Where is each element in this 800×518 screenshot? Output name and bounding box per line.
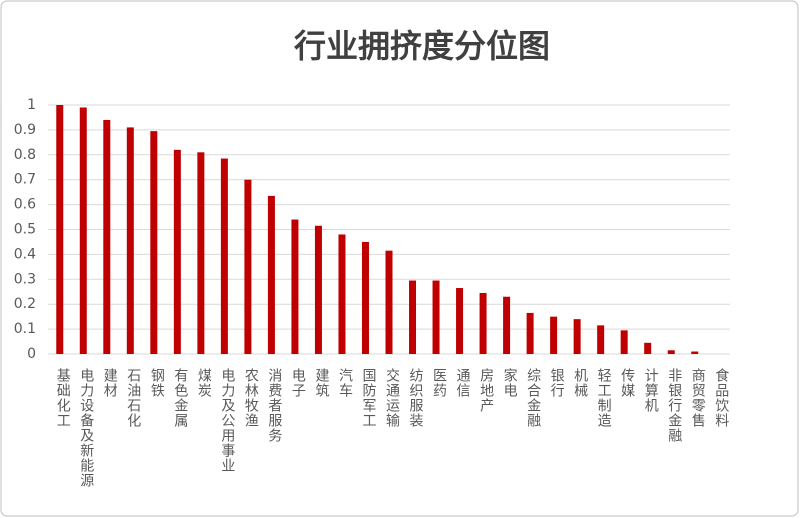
x-tick-label: 建材 [102, 368, 118, 398]
y-tick-label: 0.6 [14, 197, 36, 213]
bar [526, 312, 534, 354]
bar [338, 234, 346, 354]
bar [503, 296, 511, 354]
bar [314, 225, 322, 354]
x-tick-label: 煤炭 [196, 368, 212, 398]
x-tick-label: 有色金属 [172, 368, 188, 428]
x-tick-label: 食品饮料 [713, 367, 729, 428]
x-tick-label: 国防军工 [360, 368, 376, 428]
x-tick-label: 消费者服务 [266, 368, 282, 443]
y-tick-label: 0.9 [14, 122, 36, 138]
bar [79, 107, 87, 355]
x-tick-label: 汽车 [337, 368, 353, 398]
x-tick-label: 电力及公用事业 [219, 368, 235, 473]
bar [667, 350, 675, 354]
x-tick-label: 基础化工 [55, 367, 71, 428]
y-tick-label: 0.4 [14, 246, 36, 262]
y-tick-label: 0.1 [14, 321, 36, 337]
chart-title: 行业拥挤度分位图 [294, 27, 550, 65]
bar [479, 292, 487, 354]
x-tick-label: 医药 [431, 368, 447, 398]
bar [197, 152, 205, 354]
bar [432, 280, 440, 354]
bar [103, 119, 111, 354]
x-tick-label: 建筑 [313, 368, 329, 398]
x-tick-label: 通信 [455, 368, 471, 398]
bar [573, 319, 581, 354]
x-tick-label: 计算机 [643, 368, 659, 413]
x-tick-label: 轻工制造 [596, 368, 612, 428]
bar [550, 316, 558, 354]
bar [267, 195, 275, 354]
x-tick-label: 交通运输 [384, 367, 400, 428]
y-tick-label: 0.3 [14, 271, 36, 287]
x-tick-label: 电子 [290, 368, 306, 398]
bar [220, 158, 228, 354]
x-tick-label: 房地产 [478, 368, 494, 413]
y-tick-label: 0.5 [14, 222, 36, 238]
x-tick-label: 非银行金融 [666, 368, 682, 443]
bar [691, 351, 699, 354]
y-tick-label: 0 [27, 346, 36, 362]
bar [644, 342, 652, 354]
bar [361, 241, 369, 354]
bar [173, 149, 181, 354]
bar [126, 127, 134, 354]
x-tick-label: 钢铁 [149, 368, 165, 398]
bar [385, 250, 393, 354]
bar [409, 280, 417, 354]
y-tick-label: 1 [27, 97, 36, 113]
bar [56, 105, 64, 354]
bar [620, 330, 628, 354]
bar [291, 219, 299, 354]
bar [456, 288, 464, 354]
x-tick-label: 机械 [572, 368, 588, 398]
x-tick-label: 商贸零售 [690, 368, 706, 428]
bar [244, 179, 252, 354]
y-tick-label: 0.2 [14, 296, 36, 312]
x-tick-label: 传媒 [619, 368, 635, 398]
x-tick-label: 石油石化 [125, 368, 141, 428]
bar [150, 131, 158, 354]
y-tick-label: 0.7 [14, 172, 36, 188]
x-tick-label: 纺织服装 [408, 368, 424, 428]
bar [597, 325, 605, 354]
x-tick-label: 农林牧渔 [243, 368, 259, 428]
x-tick-label: 电力设备及新能源 [78, 368, 94, 488]
y-tick-label: 0.8 [14, 147, 36, 163]
x-tick-label: 综合金融 [525, 368, 541, 428]
x-tick-label: 家电 [502, 367, 518, 398]
x-tick-label: 银行 [549, 368, 565, 398]
